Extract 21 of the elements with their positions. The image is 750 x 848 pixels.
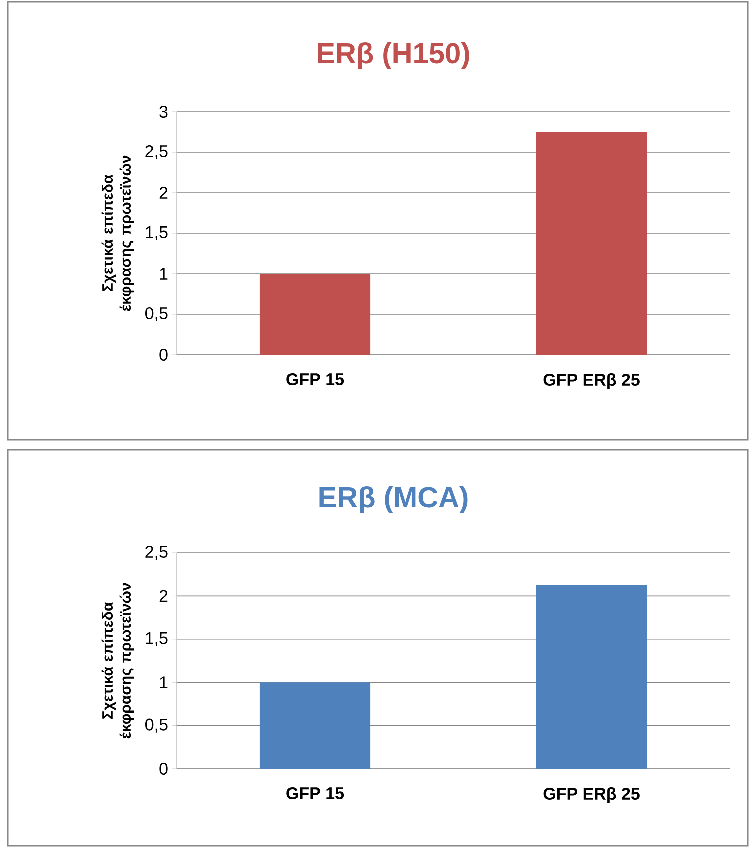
x-tick-label: GFP 15 xyxy=(286,788,344,800)
chart-title: ERβ (H150) xyxy=(318,42,470,70)
chart-title: ERβ (MCA) xyxy=(320,486,468,514)
y-tick-label: 2,5 xyxy=(146,546,168,560)
y-tick-label: 0 xyxy=(160,762,168,776)
y-tick-label: 0 xyxy=(160,348,168,362)
y-tick-label: 0,5 xyxy=(146,307,168,322)
y-axis-title: Σχετικά επίπεδα έκφρασης πρωτεϊνών xyxy=(102,583,134,739)
y-tick-label: 2 xyxy=(160,590,168,602)
y-tick-label: 0,5 xyxy=(146,718,168,733)
x-tick-label: GFP 15 xyxy=(286,374,344,386)
y-tick-label: 1 xyxy=(160,268,168,280)
x-tick-label: GFP ERβ 25 xyxy=(544,788,640,804)
x-tick-label: GFP ERβ 25 xyxy=(544,374,640,390)
y-axis-title: Σχετικά επίπεδα έκφρασης πρωτεϊνών xyxy=(102,156,134,312)
y-tick-label: 1,5 xyxy=(146,226,168,240)
y-tick-label: 1 xyxy=(160,676,168,688)
y-tick-label: 3 xyxy=(160,106,168,118)
y-tick-label: 2,5 xyxy=(146,145,168,160)
y-tick-label: 2 xyxy=(160,187,168,199)
y-tick-label: 1,5 xyxy=(146,632,168,646)
